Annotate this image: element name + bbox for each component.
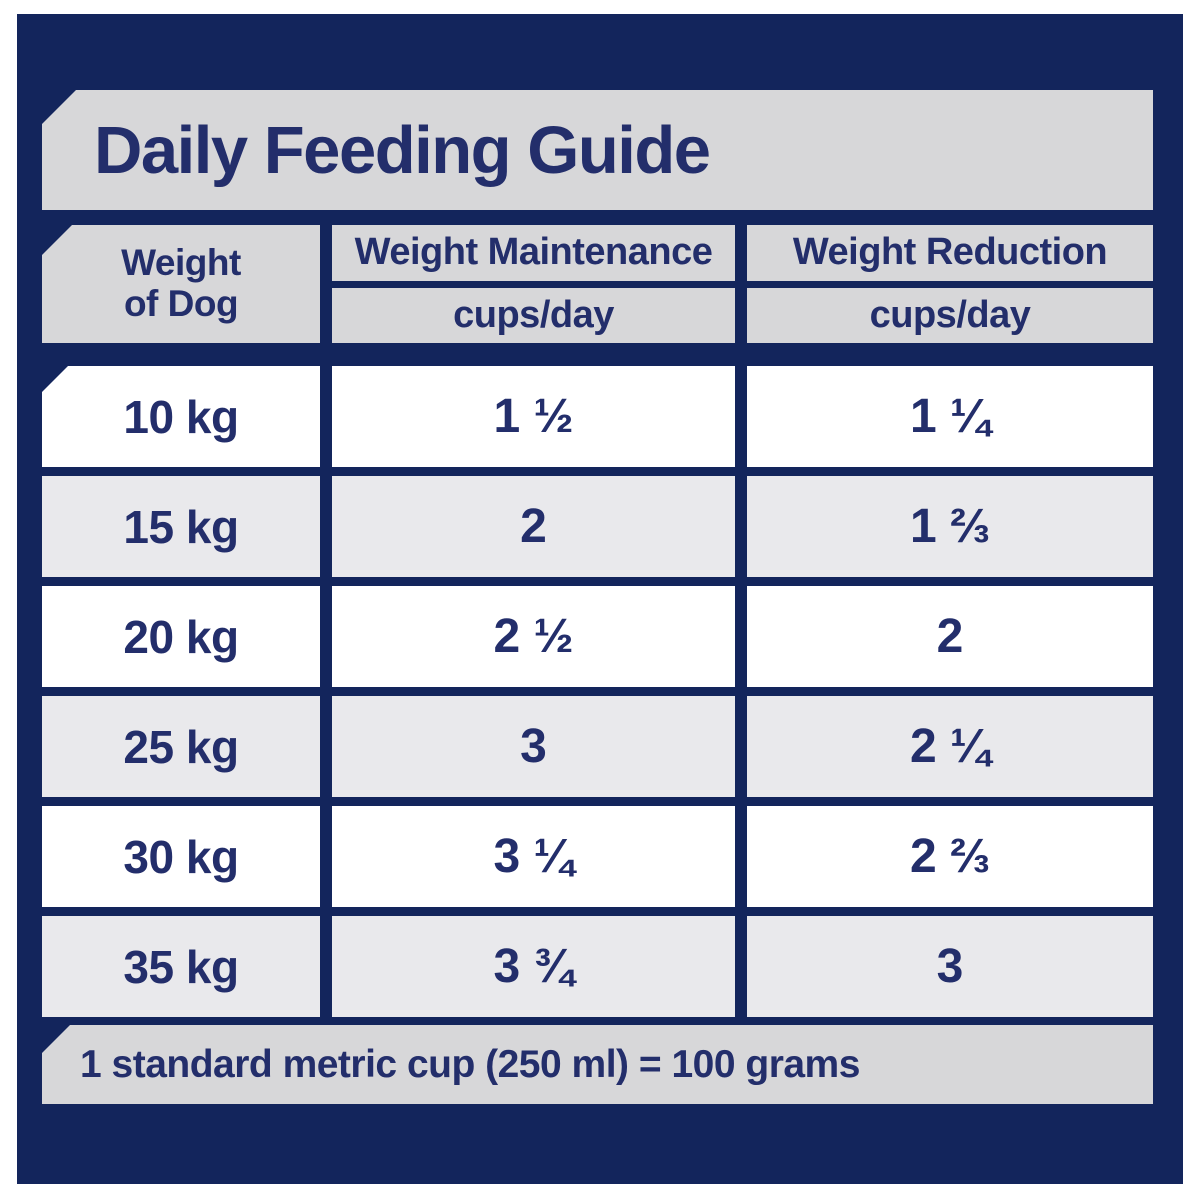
cup-conversion-note: 1 standard metric cup (250 ml) = 100 gra…	[80, 1042, 860, 1086]
maintenance-cell: 1 ½	[332, 366, 735, 467]
weight-cell: 35 kg	[42, 916, 320, 1017]
maintenance-header-label: Weight Maintenance	[332, 225, 735, 281]
column-header-weight-reduction: Weight Reduction cups/day	[747, 225, 1153, 343]
cup-conversion-bar: 1 standard metric cup (250 ml) = 100 gra…	[42, 1025, 1153, 1104]
column-header-weight-maintenance: Weight Maintenance cups/day	[332, 225, 735, 343]
reduction-unit-label: cups/day	[747, 287, 1153, 343]
reduction-cell: 1 ¼	[747, 366, 1153, 467]
feeding-guide-panel: Daily Feeding Guide Weight of Dog Weight…	[17, 14, 1183, 1184]
reduction-cell: 1 ⅔	[747, 476, 1153, 577]
maintenance-unit-label: cups/day	[332, 287, 735, 343]
maintenance-cell: 3	[332, 696, 735, 797]
title-banner: Daily Feeding Guide	[42, 90, 1153, 210]
weight-cell: 10 kg	[42, 366, 320, 467]
table-body: 10 kg 1 ½ 1 ¼ 15 kg 2 1 ⅔ 20 kg 2 ½ 2 25…	[42, 366, 1153, 1017]
column-header-weight-of-dog: Weight of Dog	[42, 225, 320, 343]
reduction-cell: 2 ⅔	[747, 806, 1153, 907]
maintenance-cell: 3 ¾	[332, 916, 735, 1017]
maintenance-cell: 2 ½	[332, 586, 735, 687]
table-header-row: Weight of Dog Weight Maintenance cups/da…	[42, 225, 1153, 343]
weight-cell: 20 kg	[42, 586, 320, 687]
weight-header-line1: Weight	[121, 242, 241, 284]
weight-cell: 15 kg	[42, 476, 320, 577]
page-title: Daily Feeding Guide	[94, 112, 711, 188]
maintenance-cell: 3 ¼	[332, 806, 735, 907]
reduction-cell: 2	[747, 586, 1153, 687]
reduction-cell: 3	[747, 916, 1153, 1017]
weight-header-line2: of Dog	[123, 283, 239, 324]
maintenance-cell: 2	[332, 476, 735, 577]
weight-cell: 30 kg	[42, 806, 320, 907]
reduction-header-label: Weight Reduction	[747, 225, 1153, 281]
weight-cell: 25 kg	[42, 696, 320, 797]
reduction-cell: 2 ¼	[747, 696, 1153, 797]
